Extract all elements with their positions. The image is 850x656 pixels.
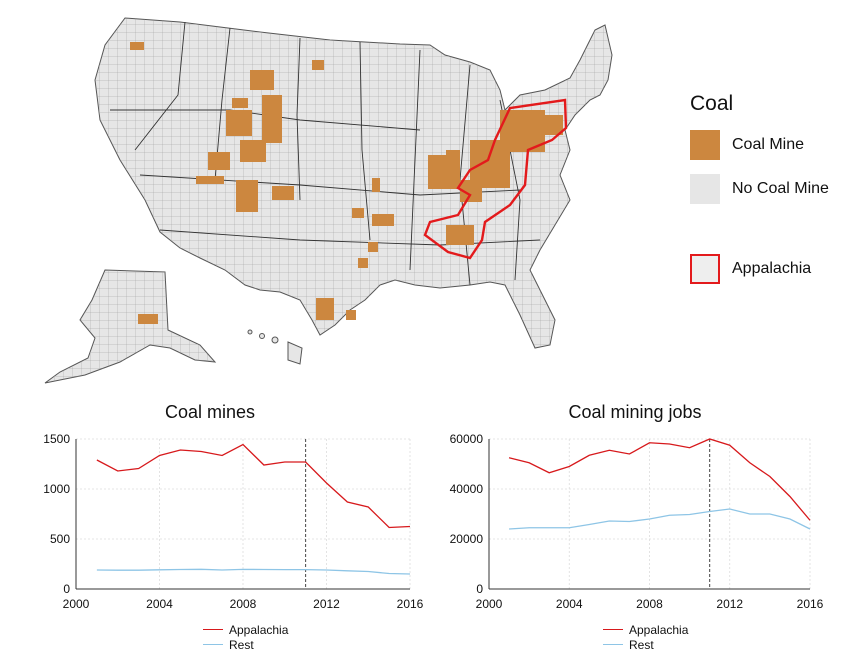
coal-mines-chart: Coal mines 0 500 1000 1500 2000 2004 2008 2012 2… xyxy=(0,402,425,656)
chart-legend: Appalachia Rest xyxy=(203,622,288,652)
chart-title: Coal mining jobs xyxy=(568,402,702,422)
y-tick-label: 1500 xyxy=(43,432,70,446)
x-tick-label: 2004 xyxy=(556,597,583,611)
coal-mines-plot: 0 500 1000 1500 2000 2004 2008 2012 2016 xyxy=(43,432,424,611)
legend-title: Coal xyxy=(690,92,734,115)
y-tick-label: 40000 xyxy=(450,482,484,496)
y-tick-label: 0 xyxy=(476,582,483,596)
rest-line-key xyxy=(203,644,223,645)
x-tick-label: 2008 xyxy=(636,597,663,611)
appalachia-line-key xyxy=(603,629,623,630)
legend-label: Appalachia xyxy=(732,260,812,277)
y-tick-label: 20000 xyxy=(450,532,484,546)
appalachia-region-outline xyxy=(423,98,568,260)
legend-item-appalachia: Appalachia xyxy=(690,250,840,288)
legend-label: No Coal Mine xyxy=(732,180,829,197)
x-tick-label: 2000 xyxy=(476,597,503,611)
x-tick-label: 2016 xyxy=(797,597,824,611)
y-tick-label: 60000 xyxy=(450,432,484,446)
us-county-map xyxy=(44,17,613,384)
coal-mining-jobs-chart: Coal mining jobs 0 20000 40000 60000 2000 200… xyxy=(425,402,850,656)
x-tick-label: 2012 xyxy=(716,597,743,611)
appalachia-swatch xyxy=(690,254,720,284)
y-tick-label: 1000 xyxy=(43,482,70,496)
x-tick-label: 2016 xyxy=(397,597,424,611)
legend-entry-rest: Rest xyxy=(203,637,288,652)
legend-entry-appalachia: Appalachia xyxy=(603,622,688,637)
series-line-appalachia xyxy=(96,443,411,529)
x-tick-label: 2012 xyxy=(313,597,340,611)
legend-item-coal-mine: Coal Mine xyxy=(690,126,840,164)
x-tick-label: 2004 xyxy=(146,597,173,611)
chart-title: Coal mines xyxy=(164,402,256,422)
legend-series-label: Appalachia xyxy=(629,622,689,637)
x-tick-label: 2008 xyxy=(230,597,257,611)
series-line-rest xyxy=(509,508,811,530)
legend-label: Coal Mine xyxy=(732,136,805,153)
legend-item-no-coal-mine: No Coal Mine xyxy=(690,170,840,208)
legend-entry-appalachia: Appalachia xyxy=(203,622,288,637)
alaska-borders xyxy=(45,270,215,383)
appalachia-line-key xyxy=(203,629,223,630)
series-line-appalachia xyxy=(508,438,811,521)
no-coal-mine-swatch xyxy=(690,174,720,204)
legend-series-label: Rest xyxy=(229,637,254,652)
alaska-coal-county xyxy=(138,314,158,324)
legend-series-label: Rest xyxy=(629,637,654,652)
y-tick-label: 0 xyxy=(63,582,70,596)
legend-series-label: Appalachia xyxy=(229,622,289,637)
coal-mine-swatch xyxy=(690,130,720,160)
legend-entry-rest: Rest xyxy=(603,637,688,652)
x-tick-label: 2000 xyxy=(63,597,90,611)
y-tick-label: 500 xyxy=(50,532,70,546)
county-borders xyxy=(95,18,612,348)
coal-mine-counties xyxy=(130,42,563,328)
coal-mining-jobs-plot: 0 20000 40000 60000 2000 2004 2008 2012 2016 xyxy=(450,432,824,611)
series-line-rest xyxy=(96,568,411,575)
chart-legend: Appalachia Rest xyxy=(603,622,688,652)
rest-line-key xyxy=(603,644,623,645)
map-legend: Coal Coal Mine No Coal Mine Appalachia xyxy=(690,92,840,294)
hawaii-shape xyxy=(247,329,303,365)
